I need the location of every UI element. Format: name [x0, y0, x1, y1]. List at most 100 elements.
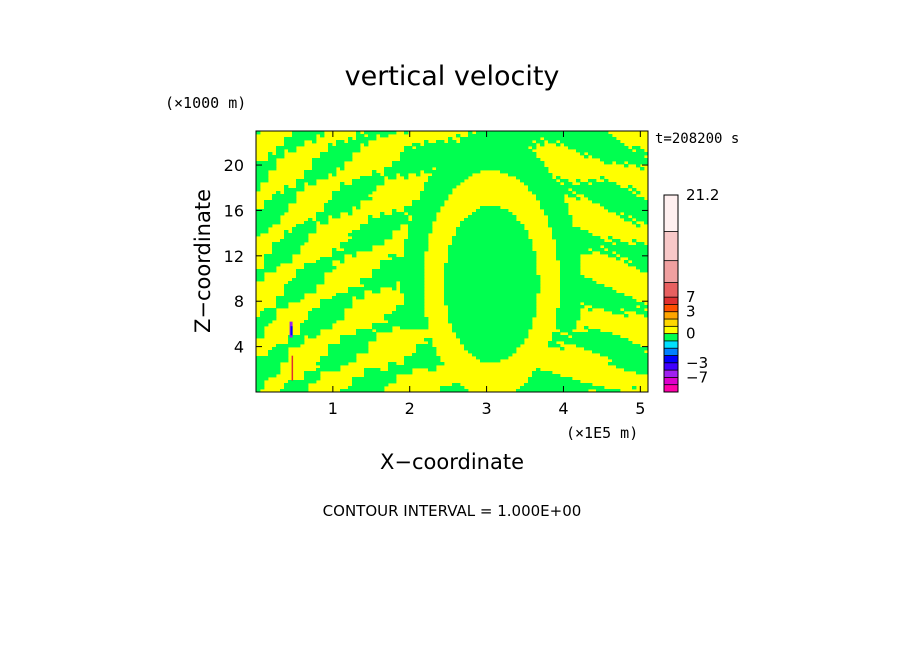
field-cell	[624, 218, 633, 222]
field-cell	[592, 200, 649, 204]
field-cell	[412, 143, 421, 147]
field-cell	[404, 209, 441, 213]
field-cell	[628, 257, 649, 261]
y-tick-label: 16	[224, 201, 244, 220]
field-cell	[284, 140, 305, 144]
field-cell	[384, 167, 433, 171]
field-cell	[316, 368, 341, 372]
field-cell	[420, 191, 453, 195]
field-cell	[476, 209, 509, 213]
colorbar-segment	[664, 195, 678, 232]
field-cell	[256, 224, 273, 228]
field-cell	[576, 344, 641, 348]
field-cell	[392, 164, 545, 168]
colorbar-segment	[664, 311, 678, 320]
field-cell	[328, 149, 361, 153]
field-cell	[268, 158, 277, 162]
field-cell	[444, 284, 541, 288]
field-cell	[556, 245, 601, 249]
field-cell	[364, 371, 413, 375]
field-cell	[552, 338, 629, 342]
field-cell	[452, 383, 461, 387]
field-cell	[316, 218, 329, 222]
field-cell	[264, 266, 277, 270]
field-cell	[536, 197, 565, 201]
colorbar-segment	[664, 319, 678, 327]
field-cell	[456, 233, 529, 237]
field-cell	[520, 179, 557, 183]
field-cell	[380, 266, 425, 270]
field-cell	[476, 356, 509, 360]
y-tick-label: 4	[234, 338, 244, 357]
field-cell	[392, 212, 405, 216]
field-cell	[256, 227, 269, 231]
field-cell	[404, 242, 429, 246]
field-cell	[256, 188, 261, 192]
field-cell	[376, 329, 393, 333]
field-cell	[528, 380, 581, 384]
field-cell	[340, 185, 377, 189]
colorbar-segment	[664, 304, 678, 312]
field-cell	[316, 215, 329, 219]
field-cell	[328, 347, 369, 351]
field-cell	[256, 170, 269, 174]
field-cell	[264, 200, 297, 204]
field-cell	[356, 131, 361, 135]
field-cell	[424, 170, 481, 174]
field-cell	[276, 191, 281, 195]
field-cell	[264, 263, 281, 267]
field-cell	[448, 257, 537, 261]
field-cell	[384, 173, 397, 177]
field-cell	[552, 233, 593, 237]
field-cell	[308, 314, 345, 318]
field-cell	[364, 131, 397, 135]
field-cell	[616, 161, 625, 165]
field-cell	[396, 305, 425, 309]
field-cell	[592, 305, 637, 309]
field-cell	[340, 335, 377, 339]
field-cell	[348, 287, 381, 291]
field-cell	[636, 371, 649, 375]
field-cell	[256, 380, 265, 384]
field-cell	[452, 239, 533, 243]
field-cell	[268, 350, 289, 354]
field-cell	[280, 239, 309, 243]
field-cell	[288, 281, 325, 285]
field-cell	[404, 296, 425, 300]
field-cell	[580, 182, 589, 186]
field-cell	[412, 203, 445, 207]
field-cell	[372, 173, 381, 177]
field-cell	[284, 284, 317, 288]
field-cell	[348, 290, 365, 294]
field-cell	[404, 239, 429, 243]
y-tick-label: 12	[224, 247, 244, 266]
field-cell	[356, 137, 377, 141]
field-cell	[464, 347, 517, 351]
field-cell	[572, 335, 621, 339]
field-cell	[356, 296, 365, 300]
field-cell	[528, 185, 621, 189]
field-cell	[320, 302, 353, 306]
field-cell	[556, 314, 581, 318]
field-cell	[256, 356, 289, 360]
field-cell	[320, 221, 329, 225]
field-cell	[636, 242, 645, 246]
field-cell	[332, 254, 345, 258]
field-cell	[444, 269, 537, 273]
field-cell	[448, 314, 537, 318]
field-cell	[300, 326, 333, 330]
field-cell	[404, 362, 445, 366]
field-cell	[616, 257, 621, 261]
field-cell	[264, 206, 289, 210]
field-cell	[388, 254, 397, 258]
x-tick-label: 1	[328, 399, 338, 418]
field-cell	[300, 329, 321, 333]
field-cell	[580, 152, 585, 156]
field-cell	[536, 140, 545, 144]
field-cell	[544, 137, 617, 141]
field-cell	[292, 227, 317, 231]
field-cell	[568, 194, 577, 198]
field-cell	[256, 167, 277, 171]
field-cell	[588, 197, 645, 201]
